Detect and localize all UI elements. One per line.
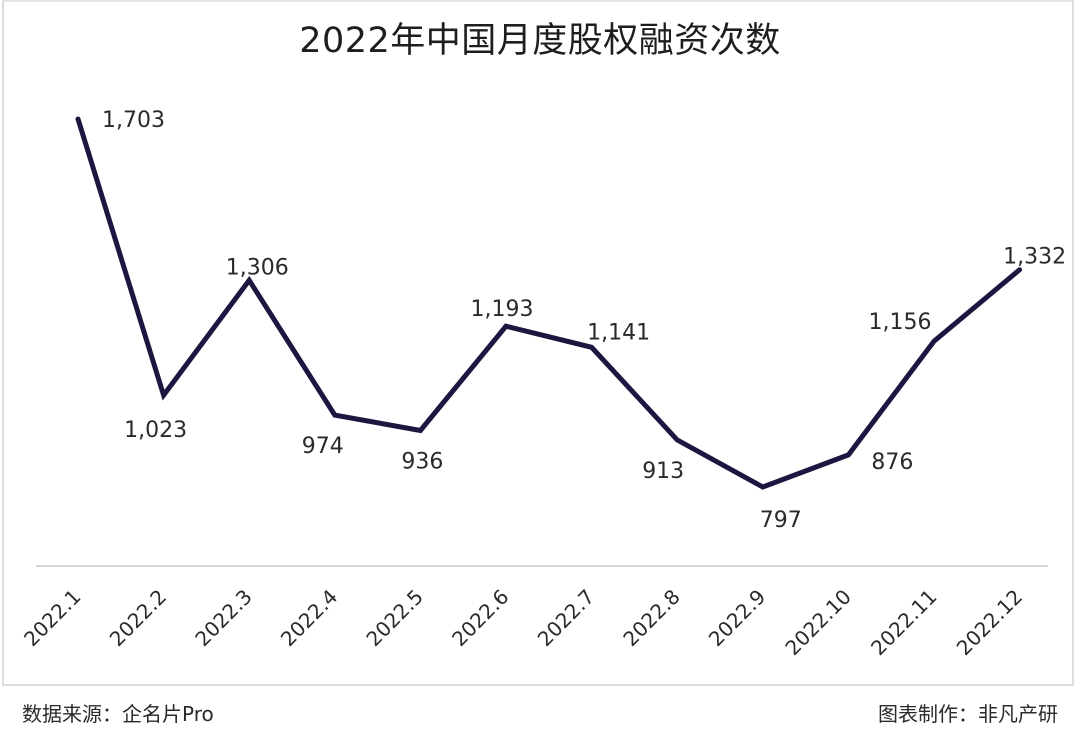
x-tick-label: 2022.1 bbox=[19, 585, 85, 651]
data-label: 974 bbox=[302, 434, 344, 459]
x-tick-label: 2022.7 bbox=[533, 585, 599, 651]
x-tick-label: 2022.12 bbox=[952, 585, 1027, 660]
data-label: 1,703 bbox=[102, 108, 165, 133]
x-tick-label: 2022.2 bbox=[105, 585, 171, 651]
data-label: 876 bbox=[871, 450, 913, 475]
x-tick-label: 2022.8 bbox=[618, 585, 684, 651]
data-label: 1,141 bbox=[587, 320, 650, 345]
data-label: 1,156 bbox=[869, 310, 932, 335]
data-label: 1,306 bbox=[226, 255, 289, 280]
x-tick-label: 2022.5 bbox=[361, 585, 427, 651]
data-label: 913 bbox=[642, 459, 684, 484]
data-label: 797 bbox=[760, 508, 802, 533]
data-label: 1,023 bbox=[124, 418, 187, 443]
data-source-note: 数据来源：企名片Pro bbox=[22, 702, 214, 726]
chart-title: 2022年中国月度股权融资次数 bbox=[299, 21, 781, 61]
data-labels: 1,703 1,023 1,306 974 936 1,193 1,141 913 797 876… bbox=[102, 108, 1066, 533]
data-label: 936 bbox=[401, 450, 443, 475]
series-line bbox=[75, 116, 1023, 490]
x-tick-label: 2022.3 bbox=[190, 585, 256, 651]
x-tick-label: 2022.9 bbox=[704, 585, 770, 651]
chart-frame bbox=[2, 0, 1074, 686]
data-label: 1,193 bbox=[471, 297, 534, 322]
chart-credit-note: 图表制作：非凡产研 bbox=[878, 702, 1058, 726]
x-tick-label: 2022.11 bbox=[866, 585, 941, 660]
x-tick-label: 2022.4 bbox=[276, 585, 342, 651]
x-tick-label: 2022.6 bbox=[447, 585, 513, 651]
data-label: 1,332 bbox=[1003, 245, 1066, 270]
x-tick-label: 2022.10 bbox=[780, 585, 855, 660]
x-tick-labels: 2022.1 2022.2 2022.3 2022.4 2022.5 2022.6 2022… bbox=[19, 585, 1027, 660]
